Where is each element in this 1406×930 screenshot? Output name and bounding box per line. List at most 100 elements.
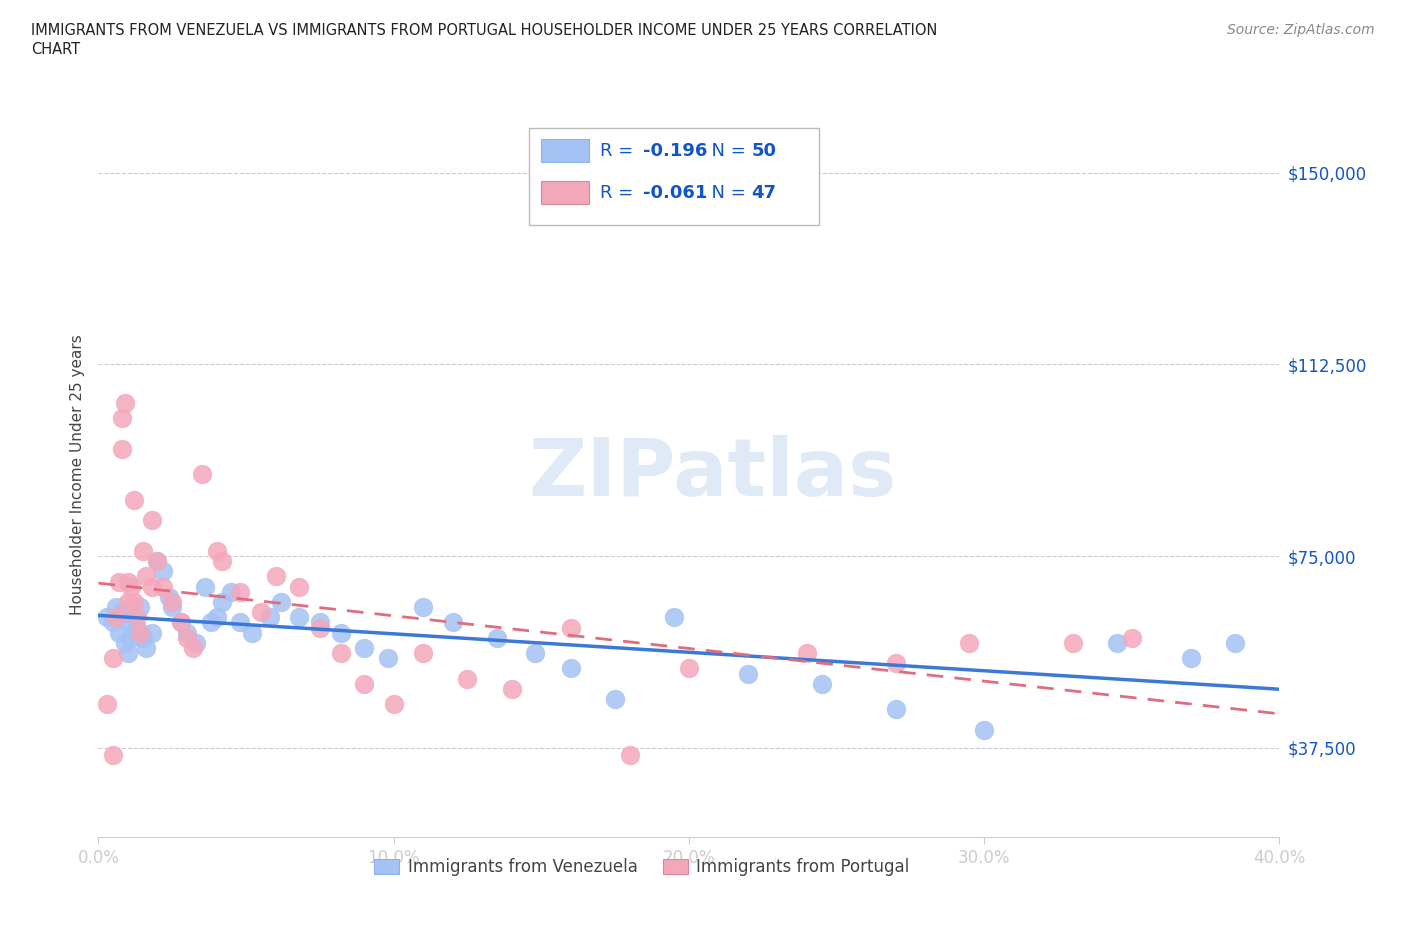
Point	[170, 615, 193, 630]
Point	[329, 645, 352, 660]
Point	[132, 631, 155, 645]
Point	[103, 651, 125, 666]
Point	[884, 702, 907, 717]
Point	[117, 645, 139, 660]
Point	[229, 584, 252, 599]
Point	[141, 579, 163, 594]
Point	[796, 645, 818, 660]
Point	[122, 594, 145, 609]
Point	[441, 615, 464, 630]
Point	[157, 590, 180, 604]
Point	[152, 564, 174, 578]
Point	[170, 615, 193, 630]
Point	[259, 610, 281, 625]
Point	[412, 645, 434, 660]
Point	[117, 615, 139, 630]
Point	[108, 574, 131, 589]
Point	[329, 625, 352, 640]
Point	[125, 610, 148, 625]
Point	[973, 723, 995, 737]
Point	[501, 682, 523, 697]
Point	[108, 625, 131, 640]
Text: N =: N =	[700, 141, 751, 160]
Point	[105, 610, 128, 625]
Point	[120, 631, 142, 645]
Text: Source: ZipAtlas.com: Source: ZipAtlas.com	[1227, 23, 1375, 37]
Point	[309, 615, 332, 630]
FancyBboxPatch shape	[530, 127, 818, 225]
Point	[103, 748, 125, 763]
Point	[959, 635, 981, 650]
Point	[122, 492, 145, 507]
Point	[205, 610, 228, 625]
Point	[486, 631, 509, 645]
Point	[205, 543, 228, 558]
Point	[664, 610, 686, 625]
Text: R =: R =	[600, 141, 640, 160]
Text: CHART: CHART	[31, 42, 80, 57]
Point	[353, 641, 375, 656]
Point	[194, 579, 217, 594]
Point	[135, 569, 157, 584]
Point	[288, 610, 311, 625]
Point	[377, 651, 399, 666]
Point	[111, 411, 134, 426]
Point	[181, 641, 204, 656]
Point	[152, 579, 174, 594]
Point	[120, 579, 142, 594]
Point	[200, 615, 222, 630]
Point	[128, 600, 150, 615]
Point	[619, 748, 641, 763]
Point	[524, 645, 547, 660]
Point	[884, 656, 907, 671]
Point	[114, 635, 136, 650]
Text: 47: 47	[752, 184, 776, 202]
Text: ZIPatlas: ZIPatlas	[529, 435, 897, 513]
Point	[678, 661, 700, 676]
Point	[176, 625, 198, 640]
Point	[211, 594, 233, 609]
Point	[560, 620, 582, 635]
Point	[141, 512, 163, 527]
Text: -0.196: -0.196	[643, 141, 707, 160]
Point	[605, 692, 627, 707]
Point	[288, 579, 311, 594]
Point	[309, 620, 332, 635]
Point	[560, 661, 582, 676]
Point	[111, 604, 134, 619]
Point	[1225, 635, 1247, 650]
Point	[1121, 631, 1143, 645]
Point	[270, 594, 292, 609]
Point	[117, 594, 139, 609]
Point	[221, 584, 243, 599]
Point	[382, 697, 405, 711]
Point	[412, 600, 434, 615]
Point	[146, 553, 169, 568]
Text: -0.061: -0.061	[643, 184, 707, 202]
Point	[250, 604, 273, 619]
FancyBboxPatch shape	[541, 140, 589, 163]
Point	[229, 615, 252, 630]
Point	[353, 676, 375, 691]
Point	[135, 641, 157, 656]
Point	[737, 666, 759, 681]
Point	[96, 697, 118, 711]
Point	[146, 553, 169, 568]
Text: R =: R =	[600, 184, 640, 202]
Point	[1107, 635, 1129, 650]
Point	[810, 676, 832, 691]
Point	[457, 671, 479, 686]
Point	[141, 625, 163, 640]
Point	[125, 620, 148, 635]
Y-axis label: Householder Income Under 25 years: Householder Income Under 25 years	[69, 334, 84, 615]
Point	[117, 574, 139, 589]
Point	[162, 600, 183, 615]
Point	[240, 625, 263, 640]
Point	[111, 442, 134, 457]
Point	[132, 543, 155, 558]
Text: 50: 50	[752, 141, 776, 160]
Point	[162, 594, 183, 609]
Point	[191, 467, 214, 482]
Point	[114, 395, 136, 410]
Point	[264, 569, 287, 584]
